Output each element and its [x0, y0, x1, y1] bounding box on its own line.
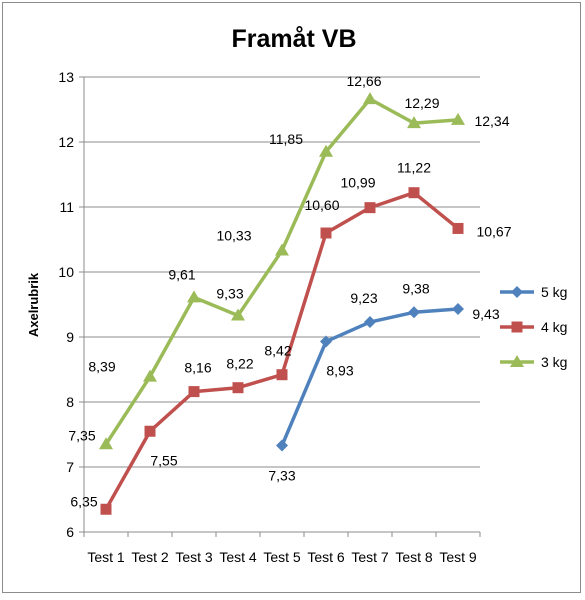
x-tick-label: Test 4 [219, 549, 257, 565]
data-point [275, 243, 289, 256]
data-label: 12,34 [474, 113, 509, 129]
x-tick-label: Test 7 [351, 549, 389, 565]
legend-marker [511, 286, 523, 298]
data-label: 8,39 [88, 359, 115, 375]
data-label: 10,60 [304, 197, 339, 213]
data-point [144, 425, 156, 437]
data-point [364, 202, 376, 214]
x-tick-label: Test 6 [307, 549, 345, 565]
data-point [452, 222, 464, 234]
legend-marker [510, 355, 524, 367]
data-point [364, 316, 376, 329]
y-tick-label: 7 [66, 459, 74, 475]
data-label: 7,35 [68, 427, 95, 443]
data-point [232, 382, 244, 394]
x-tick-label: Test 2 [131, 549, 169, 565]
x-tick-label: Test 1 [87, 549, 125, 565]
data-point [276, 369, 288, 381]
data-label: 7,55 [150, 452, 177, 468]
grid [84, 76, 480, 468]
data-label: 12,66 [346, 73, 381, 89]
x-tick-label: Test 9 [439, 549, 477, 565]
legend-marker [511, 321, 523, 333]
axes [79, 76, 481, 537]
legend-label: 4 kg [541, 319, 567, 335]
data-point [320, 227, 332, 239]
data-label: 9,33 [216, 286, 243, 302]
data-label: 12,29 [404, 95, 439, 111]
y-tick-label: 12 [58, 134, 74, 150]
data-labels: 7,33 8,93 9,23 9,38 9,43 6,35 7,55 8,16 8,22 8,42… [68, 73, 511, 509]
series-line [280, 307, 459, 447]
data-label: 11,22 [397, 160, 431, 176]
legend: 5 kg 4 kg 3 kg [500, 284, 567, 370]
data-label: 10,99 [340, 175, 375, 191]
data-label: 11,85 [269, 131, 303, 147]
data-label: 8,22 [226, 356, 253, 372]
data-label: 9,43 [472, 306, 499, 322]
legend-label: 5 kg [541, 284, 567, 300]
data-label: 9,61 [168, 266, 195, 282]
data-point [451, 112, 465, 125]
data-label: 8,16 [184, 360, 211, 376]
x-tick-label: Test 5 [263, 549, 301, 565]
chart-title: Framåt VB [231, 25, 356, 53]
y-tick-label: 13 [58, 69, 74, 85]
data-label: 8,93 [326, 363, 353, 379]
legend-label: 3 kg [541, 354, 567, 370]
data-label: 9,38 [402, 280, 429, 296]
data-label: 6,35 [70, 493, 97, 509]
data-point [99, 437, 113, 450]
data-point [100, 503, 112, 515]
data-point [187, 290, 201, 303]
x-tick-label: Test 8 [395, 549, 433, 565]
data-point [407, 116, 421, 129]
data-point [319, 144, 333, 157]
y-tick-label: 10 [58, 264, 74, 280]
data-point [143, 369, 157, 382]
data-point [408, 187, 420, 199]
data-point [188, 386, 200, 398]
y-tick-label: 8 [66, 394, 74, 410]
data-point [452, 303, 464, 316]
y-tick-label: 6 [66, 524, 74, 540]
data-point [276, 439, 288, 452]
tick-labels: 6 7 8 9 10 11 12 13 Test 1 Test 2 Test 3 Test 4 Test… [58, 69, 476, 565]
data-point [408, 306, 420, 319]
data-label: 8,42 [264, 343, 291, 359]
y-tick-label: 11 [59, 199, 74, 215]
y-tick-label: 9 [66, 329, 74, 345]
data-point [231, 308, 245, 321]
chart-frame [2, 2, 581, 593]
x-tick-label: Test 3 [175, 549, 213, 565]
data-label: 7,33 [268, 468, 295, 484]
series-layer [99, 92, 465, 515]
data-point [363, 92, 377, 105]
data-point [320, 335, 332, 348]
data-label: 10,33 [216, 228, 251, 244]
data-label: 10,67 [476, 223, 511, 239]
data-label: 9,23 [350, 290, 377, 306]
y-axis-label: Axelrubrik [26, 272, 41, 337]
